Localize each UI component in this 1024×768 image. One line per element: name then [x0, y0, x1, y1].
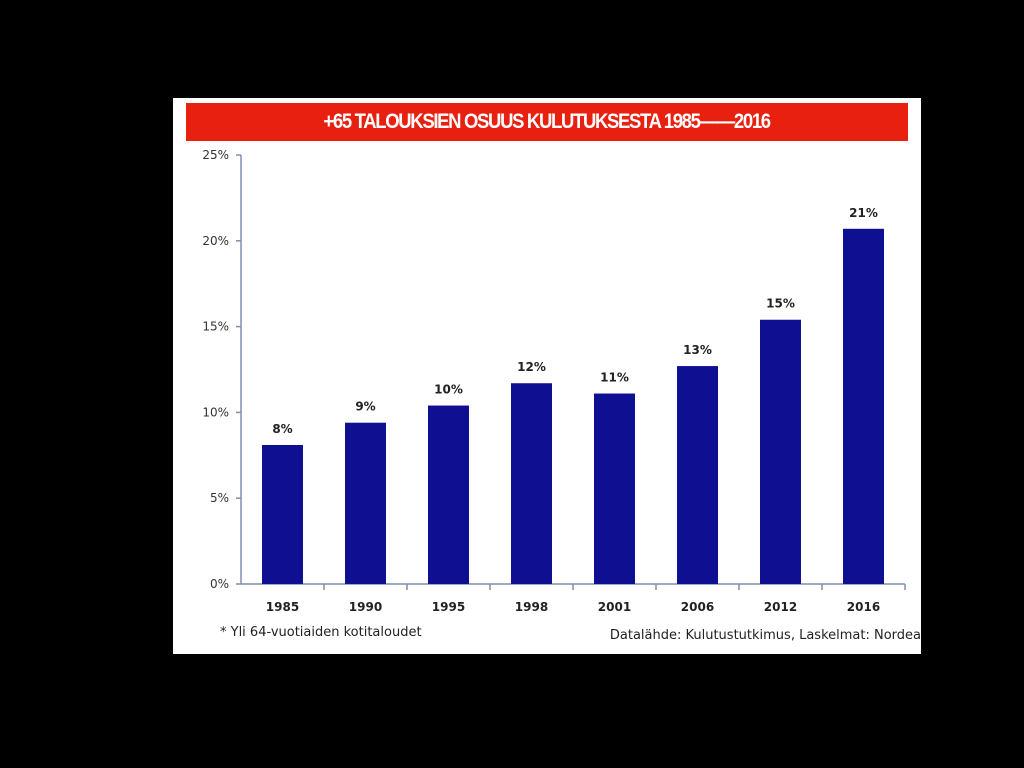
x-tick-label: 1998 — [515, 600, 548, 614]
x-tick-label: 1995 — [432, 600, 465, 614]
chart-panel: +65 TALOUKSIEN OSUUS KULUTUKSESTA 1985——… — [173, 98, 921, 654]
bar-2016 — [843, 228, 884, 584]
x-tick-label: 1990 — [349, 600, 382, 614]
y-tick-label: 25% — [202, 148, 229, 162]
y-tick-label: 10% — [202, 405, 229, 419]
y-tick-label: 5% — [210, 491, 229, 505]
bar-1990 — [345, 422, 386, 584]
y-axis: 0% 5% 10% 15% 20% 25% — [202, 148, 242, 591]
data-label-2012: 15% — [766, 297, 795, 311]
data-label-1985: 8% — [272, 422, 292, 436]
data-label-2001: 11% — [600, 371, 629, 385]
y-tick-label: 15% — [202, 320, 229, 334]
data-label-2006: 13% — [683, 343, 712, 357]
y-tick-label: 20% — [202, 234, 229, 248]
bar-chart: 0% 5% 10% 15% 20% 25% 1985 1990 1995 1998 2001 200… — [202, 148, 906, 614]
chart-title: +65 TALOUKSIEN OSUUS KULUTUKSESTA 1985——… — [323, 110, 772, 133]
footnote: * Yli 64-vuotiaiden kotitaloudet — [220, 625, 422, 640]
bar-2006 — [677, 366, 718, 584]
x-tick-label: 2006 — [681, 600, 714, 614]
bar-1995 — [428, 405, 469, 584]
bar-1998 — [511, 383, 552, 584]
bar-1985 — [262, 445, 303, 584]
x-axis: 1985 1990 1995 1998 2001 2006 2012 2016 — [241, 583, 906, 614]
bar-2001 — [594, 393, 635, 584]
y-tick-label: 0% — [210, 577, 229, 591]
data-label-1990: 9% — [355, 400, 375, 414]
bar-2012 — [760, 319, 801, 584]
bars — [262, 228, 884, 584]
data-label-2016: 21% — [849, 206, 878, 220]
x-tick-label: 2001 — [598, 600, 631, 614]
chart-title-bar: +65 TALOUKSIEN OSUUS KULUTUKSESTA 1985——… — [186, 103, 908, 141]
x-tick-label: 2012 — [764, 600, 797, 614]
data-label-1995: 10% — [434, 383, 463, 397]
x-tick-label: 2016 — [847, 600, 880, 614]
x-tick-label: 1985 — [266, 600, 299, 614]
data-source: Datalähde: Kulutustutkimus, Laskelmat: N… — [609, 628, 921, 643]
data-labels: 8% 9% 10% 12% 11% 13% 15% 21% — [272, 206, 878, 436]
data-label-1998: 12% — [517, 360, 546, 374]
